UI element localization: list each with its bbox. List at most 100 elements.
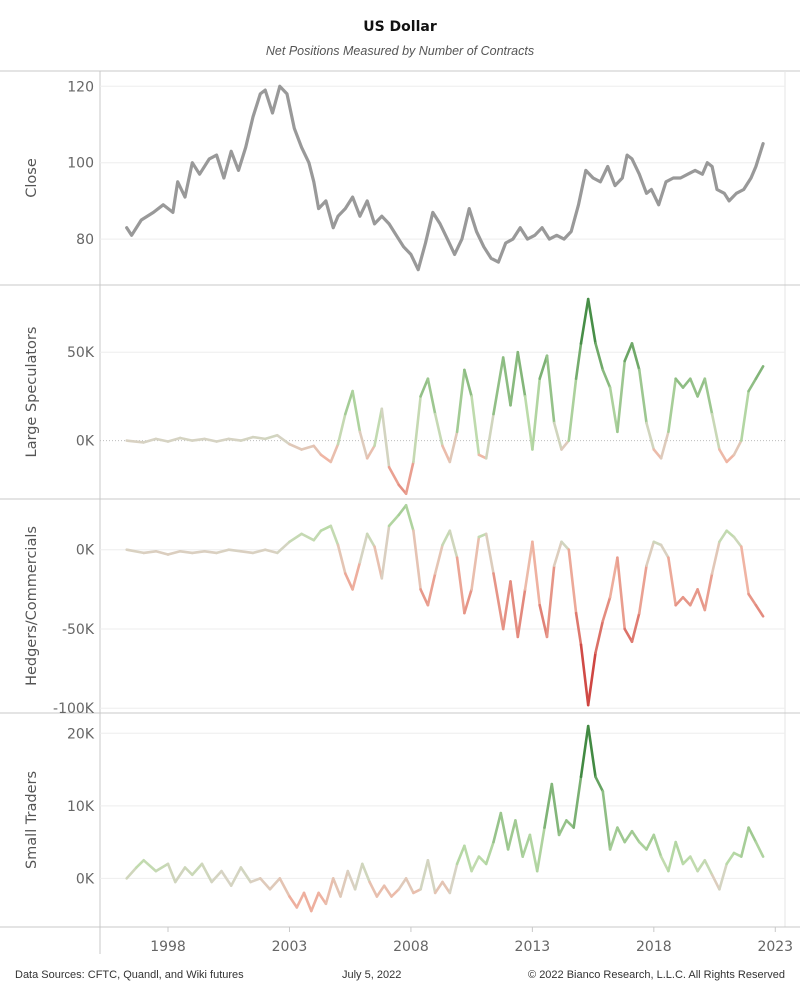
series-segment (523, 395, 534, 451)
data-point (577, 203, 580, 206)
series-segment (506, 819, 517, 851)
series-segment (200, 862, 213, 884)
y-tick-label: -50K (62, 622, 95, 638)
y-tick-label: 10K (67, 799, 95, 815)
series-segment (210, 869, 223, 884)
series-segment (608, 826, 619, 851)
data-point (742, 188, 745, 191)
series-segment (725, 851, 736, 866)
series-segment (659, 430, 670, 460)
series-segment (703, 377, 714, 416)
panel-hedgers-commercials: -100K -50K 0K Hedgers/Commercials (0, 503, 800, 717)
series-segment (535, 826, 546, 873)
x-tick-label: 2023 (757, 939, 793, 955)
data-point (645, 192, 648, 195)
data-point (237, 169, 240, 172)
series-segment (336, 412, 347, 446)
data-point (373, 222, 376, 226)
series-segment (154, 437, 170, 443)
series-segment (688, 377, 699, 398)
series-segment (623, 829, 634, 844)
series-segment (441, 529, 452, 547)
y-axis-title: Hedgers/Commercials (24, 526, 40, 686)
y-axis-title: Close (24, 158, 40, 198)
series-segment (426, 858, 437, 895)
data-point (672, 176, 675, 180)
series-segment (623, 342, 634, 363)
series-segment (747, 377, 758, 393)
data-point (511, 237, 515, 241)
x-tick-label: 2018 (636, 939, 672, 955)
series-segment (441, 444, 452, 464)
series-segment (455, 844, 466, 866)
series-segment (545, 354, 556, 425)
series-segment (557, 819, 568, 837)
series-segment (560, 540, 571, 552)
data-point (686, 173, 689, 176)
series-segment (586, 297, 597, 345)
series-segment (601, 595, 612, 623)
y-tick-label: 100 (67, 156, 94, 172)
series-segment (696, 377, 707, 398)
series-segment (215, 548, 230, 555)
series-segment (419, 858, 430, 891)
series-segment (630, 829, 641, 844)
series-segment (710, 540, 721, 575)
data-point (312, 180, 315, 183)
data-point (324, 199, 328, 203)
data-point (693, 169, 697, 172)
series-segment (543, 782, 554, 829)
series-segment (601, 368, 612, 389)
data-point (701, 173, 704, 176)
series-segment (696, 588, 707, 612)
data-point (468, 207, 471, 210)
series-segment (574, 342, 583, 381)
series-segment (652, 448, 663, 460)
series-segment (509, 580, 520, 639)
series-segment (339, 869, 350, 898)
series-segment (747, 592, 758, 607)
series-segment (448, 529, 459, 560)
series-segment (688, 855, 699, 873)
data-point (679, 176, 682, 180)
data-point (278, 85, 281, 88)
series-segment (426, 572, 437, 607)
panel-close: 80 100 120 Close (0, 79, 800, 286)
chart-title: US Dollar (363, 19, 437, 35)
y-tick-label: 50K (67, 345, 95, 361)
series-segment (353, 862, 364, 891)
data-point (638, 173, 641, 176)
data-point (606, 165, 609, 168)
series-segment (229, 866, 243, 888)
close-series-line (125, 84, 765, 272)
series-segment (331, 877, 342, 898)
data-point (140, 218, 143, 222)
series-segment (249, 877, 262, 884)
series-segment (191, 862, 204, 877)
series-segment (295, 891, 306, 909)
series-segment (268, 877, 282, 891)
series-segment (154, 549, 170, 556)
series-segment (419, 588, 430, 607)
data-point (259, 92, 262, 96)
series-segment (739, 389, 750, 442)
series-segment (531, 377, 542, 451)
series-segment (397, 877, 408, 891)
series-segment (516, 588, 527, 639)
series-segment (659, 543, 670, 560)
data-point (754, 165, 758, 168)
series-segment (509, 350, 520, 407)
series-segment (552, 540, 563, 567)
series-segment (531, 540, 542, 607)
data-point (431, 211, 434, 214)
data-point (650, 188, 653, 191)
series-segment (703, 572, 714, 612)
series-segment (492, 356, 505, 416)
series-segment (263, 548, 279, 555)
series-segment (601, 789, 612, 851)
data-point (519, 226, 522, 229)
series-segment (574, 611, 583, 647)
series-segment (239, 549, 255, 555)
series-segment (732, 439, 743, 457)
series-segment (351, 561, 362, 591)
